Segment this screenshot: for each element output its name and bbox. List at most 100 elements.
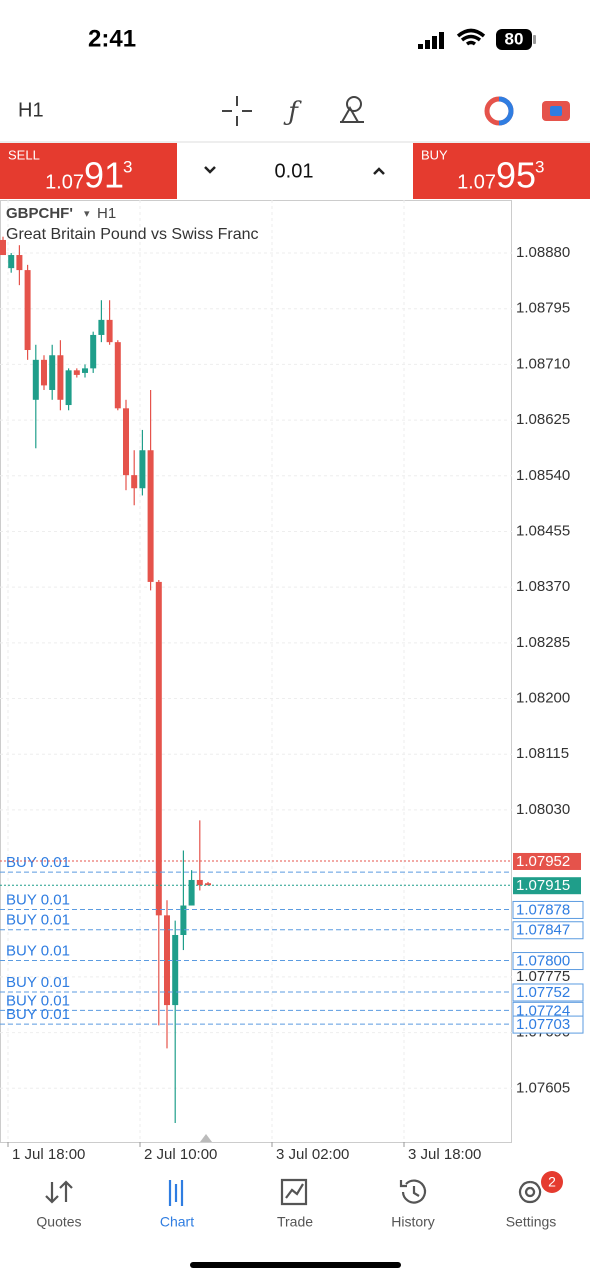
- order-label: BUY 0.01: [6, 943, 70, 960]
- candle-body: [114, 342, 121, 409]
- buy-button[interactable]: [413, 143, 590, 199]
- time: 2:41: [88, 25, 136, 52]
- y-tick-label: 1.08625: [516, 411, 570, 428]
- order-price: 1.07800: [516, 953, 570, 970]
- lot-size[interactable]: 0.01: [275, 160, 314, 182]
- chart: 1.08880 1.08795 1.08710 1.08625 1.08540 1.084…: [0, 200, 584, 1163]
- home-indicator: [190, 1262, 401, 1268]
- signal: [418, 32, 444, 49]
- order-price: 1.07878: [516, 901, 570, 918]
- candle-body: [32, 359, 39, 400]
- order-price: 1.07847: [516, 922, 570, 939]
- badge: [541, 1171, 563, 1193]
- candle-body: [57, 355, 64, 400]
- order-price-box: [512, 921, 584, 940]
- candle-body: [164, 915, 170, 1006]
- order-price: 1.07703: [516, 1016, 570, 1033]
- chart-frame: [0, 200, 512, 1143]
- sell-price-big: 1.07: [45, 171, 84, 193]
- sell-label: SELL: [8, 147, 40, 162]
- trade-button[interactable]: [542, 101, 570, 121]
- badge-count: 2: [548, 1174, 556, 1190]
- bid-label: 1.07915: [516, 877, 570, 894]
- candle-body: [65, 370, 72, 406]
- order-label: BUY 0.01: [6, 912, 70, 929]
- candle-body: [73, 370, 80, 375]
- account-button[interactable]: [484, 96, 514, 126]
- sell-fraction: 3: [123, 157, 132, 176]
- crosshair-button[interactable]: [222, 96, 252, 126]
- candle-body: [180, 905, 187, 935]
- nav-label[interactable]: Trade: [277, 1214, 313, 1230]
- symbol-timeframe: H1: [97, 205, 116, 222]
- bottom-nav: Quotes Chart Trade History Settings 2: [36, 1171, 563, 1230]
- order-price: 1.07752: [516, 984, 570, 1001]
- y-tick-label: 1.08540: [516, 467, 570, 484]
- candle-body: [196, 879, 203, 886]
- nav-icon[interactable]: [45, 1180, 73, 1204]
- candle-body: [82, 368, 88, 373]
- x-tick-label: 2 Jul 10:00: [144, 1146, 217, 1163]
- order-label: BUY 0.01: [6, 974, 70, 991]
- scroll-marker[interactable]: [200, 1134, 212, 1142]
- battery-level: 80: [505, 29, 524, 48]
- candle-body: [172, 934, 179, 1006]
- candle-body: [205, 883, 211, 886]
- y-tick-label: 1.08115: [516, 745, 569, 762]
- battery: [496, 29, 532, 50]
- nav-icon[interactable]: [518, 1180, 542, 1204]
- wifi: [456, 28, 486, 46]
- x-tick-label: 3 Jul 18:00: [408, 1146, 481, 1163]
- nav-label[interactable]: Quotes: [36, 1214, 81, 1230]
- candle-body: [16, 255, 23, 271]
- order-label: BUY 0.01: [6, 891, 70, 908]
- sell-button[interactable]: [0, 143, 177, 199]
- nav-label[interactable]: Chart: [160, 1214, 194, 1230]
- y-tick-label: 1.08795: [516, 300, 570, 317]
- nav-icon[interactable]: [168, 1180, 184, 1206]
- buy-pips: 95: [496, 155, 536, 196]
- ask-box: [513, 852, 581, 870]
- candle-body: [139, 450, 146, 489]
- nav-label[interactable]: Settings: [506, 1214, 557, 1230]
- order-price-box: [512, 900, 584, 919]
- order-price-box: [512, 983, 584, 1002]
- y-tick-label: 1.08370: [516, 578, 570, 595]
- x-tick-label: 3 Jul 02:00: [276, 1146, 349, 1163]
- order-label: BUY 0.01: [6, 992, 70, 1009]
- candle-body: [0, 239, 6, 256]
- y-tick-label: 1.08710: [516, 355, 570, 372]
- order-label: BUY 0.01: [6, 854, 70, 871]
- candle-body: [155, 581, 162, 916]
- candle-body: [49, 355, 56, 390]
- y-tick-label: 1.08455: [516, 522, 570, 539]
- candle-body: [8, 255, 15, 269]
- candle-body: [131, 475, 138, 489]
- order-price: 1.07724: [516, 1002, 570, 1019]
- candle-body: [106, 319, 113, 343]
- timeframe-button[interactable]: H1: [18, 99, 44, 121]
- y-tick-label: 1.07775: [516, 968, 570, 985]
- lot-increase[interactable]: [373, 167, 385, 175]
- order-label: BUY 0.01: [6, 1006, 70, 1023]
- symbol-description: Great Britain Pound vs Swiss Franc: [6, 226, 259, 243]
- y-tick-label: 1.08285: [516, 634, 570, 651]
- y-tick-label: 1.08030: [516, 801, 570, 818]
- y-tick-label: 1.08880: [516, 244, 570, 261]
- ask-label: 1.07952: [516, 853, 570, 870]
- lot-decrease[interactable]: [204, 166, 216, 174]
- bid-box: [513, 877, 581, 895]
- buy-label: BUY: [421, 147, 448, 162]
- symbol-name: GBPCHF': [6, 205, 73, 222]
- nav-label[interactable]: History: [391, 1214, 435, 1230]
- candle-body: [24, 270, 31, 351]
- candle-body: [147, 450, 154, 582]
- symbol-arrow: ▾: [84, 208, 90, 220]
- nav-icon[interactable]: [280, 1178, 308, 1206]
- indicators-button[interactable]: ƒ: [283, 97, 302, 127]
- nav-icon[interactable]: [399, 1179, 427, 1204]
- candle-body: [41, 359, 47, 386]
- objects-button[interactable]: [340, 96, 364, 123]
